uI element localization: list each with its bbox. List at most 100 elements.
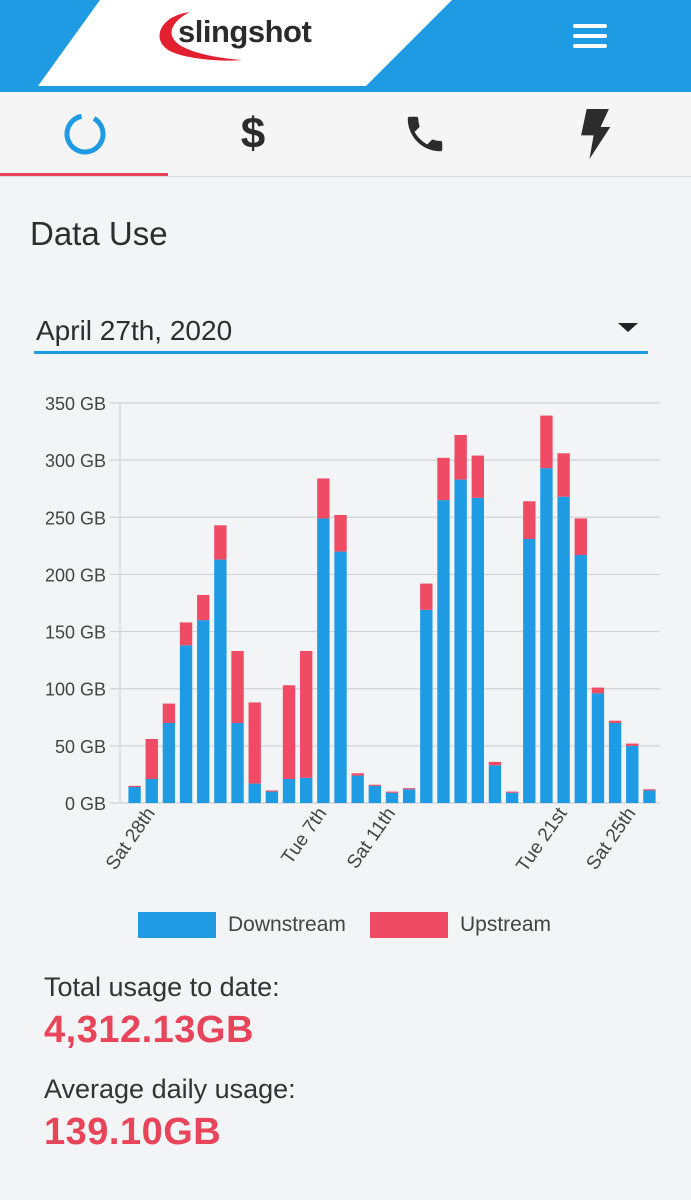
bar-downstream (368, 785, 382, 803)
total-usage-value: 4,312.13GB (44, 1009, 254, 1051)
tab-power[interactable] (510, 92, 680, 176)
y-tick-label: 100 GB (45, 680, 106, 700)
donut-chart-icon (64, 113, 106, 155)
bar-downstream (179, 645, 193, 803)
bar-upstream (402, 788, 416, 790)
dollar-icon: $ (240, 109, 266, 158)
bar-upstream (368, 784, 382, 786)
bar-upstream (471, 455, 484, 498)
date-dropdown-value: April 27th, 2020 (36, 315, 233, 346)
dropdown-caret-icon (618, 323, 638, 332)
average-usage-value: 139.10GB (44, 1111, 222, 1153)
bar-upstream (179, 622, 193, 646)
bar-upstream (608, 720, 622, 723)
bar-downstream (643, 790, 656, 803)
bar-upstream (540, 415, 553, 469)
bar-downstream (608, 723, 622, 803)
hamburger-menu-button[interactable] (573, 24, 607, 50)
bar-downstream (454, 479, 467, 803)
bar-upstream (385, 791, 399, 793)
bar-downstream (128, 787, 141, 803)
bar-upstream (505, 791, 519, 793)
page-title: Data Use (30, 215, 168, 252)
bar-downstream (248, 783, 261, 803)
legend-label-downstream: Downstream (228, 913, 346, 936)
hamburger-menu-icon (573, 24, 607, 28)
bar-upstream (248, 702, 261, 784)
data-use-panel: Data Use April 27th, 2020 0 GB 50 GB 100 G… (0, 177, 691, 1200)
bar-upstream (317, 478, 330, 519)
phone-icon (407, 116, 443, 152)
average-usage-label: Average daily usage: (44, 1074, 296, 1104)
bar-upstream (265, 790, 279, 792)
bar-downstream (523, 539, 536, 803)
bar-upstream (488, 761, 502, 766)
data-usage-chart: 0 GB 50 GB 100 GB 150 GB 200 GB 250 GB 300 GB 3… (45, 394, 660, 876)
usage-stats: Total usage to date: 4,312.13GB Average … (44, 972, 296, 1154)
bar-downstream (402, 789, 416, 803)
lightning-bolt-icon (581, 109, 611, 159)
y-tick-label: 200 GB (45, 565, 106, 585)
bar-downstream (145, 779, 158, 803)
bar-downstream (574, 555, 587, 803)
bar-upstream (231, 651, 244, 723)
bar-upstream (420, 583, 433, 610)
bar-upstream (162, 703, 176, 723)
logo-text: slingshot (178, 14, 312, 49)
bar-upstream (145, 739, 158, 779)
x-tick-label: Tue 21st (513, 803, 573, 876)
bar-downstream (385, 792, 399, 803)
x-tick-label: Sat 28th (102, 804, 160, 874)
app-header: slingshot (0, 0, 691, 92)
bar-downstream (162, 723, 176, 803)
slingshot-logo[interactable]: slingshot (150, 6, 340, 70)
bar-downstream (214, 559, 227, 803)
bar-downstream (334, 551, 347, 803)
x-tick-label: Sat 11th (343, 804, 400, 873)
active-tab-indicator (0, 173, 168, 176)
tab-phone[interactable] (340, 92, 510, 176)
legend-swatch-downstream (138, 912, 216, 938)
tab-data-usage[interactable] (0, 92, 170, 176)
y-tick-label: 0 GB (65, 794, 106, 814)
bar-upstream (351, 773, 364, 776)
bar-upstream (214, 525, 227, 560)
bar-downstream (197, 620, 210, 803)
bar-downstream (626, 745, 639, 803)
bar-downstream (351, 775, 364, 803)
bar-upstream (334, 515, 347, 552)
bar-upstream (454, 435, 467, 480)
bar-upstream (197, 595, 210, 621)
y-tick-label: 350 GB (45, 394, 106, 414)
bar-upstream (282, 685, 296, 779)
bar-upstream (437, 457, 450, 501)
legend-item-downstream: Downstream (138, 912, 346, 938)
bar-upstream (557, 453, 570, 497)
total-usage-label: Total usage to date: (44, 972, 280, 1002)
bar-upstream (626, 743, 639, 746)
bar-upstream (574, 518, 587, 555)
tab-billing[interactable]: $ (168, 92, 338, 176)
y-tick-label: 250 GB (45, 508, 106, 528)
bar-downstream (282, 779, 296, 803)
legend-label-upstream: Upstream (460, 913, 552, 936)
bar-upstream (523, 501, 536, 539)
bar-downstream (557, 496, 570, 803)
bar-downstream (317, 518, 330, 803)
bar-upstream (643, 789, 656, 791)
header-banner-shape (0, 0, 691, 92)
bar-downstream (231, 723, 244, 803)
bar-downstream (300, 777, 313, 803)
bar-downstream (420, 609, 433, 803)
bar-downstream (591, 693, 605, 803)
bar-downstream (488, 765, 502, 803)
y-tick-label: 150 GB (45, 623, 106, 643)
bar-upstream (300, 651, 313, 778)
bar-upstream (128, 785, 141, 787)
bar-downstream (437, 500, 450, 803)
date-dropdown[interactable]: April 27th, 2020 (34, 309, 648, 354)
logo-swoosh-icon (159, 12, 242, 61)
legend-item-upstream: Upstream (370, 912, 551, 938)
legend-swatch-upstream (370, 912, 448, 938)
x-tick-label: Tue 7th (278, 804, 332, 868)
